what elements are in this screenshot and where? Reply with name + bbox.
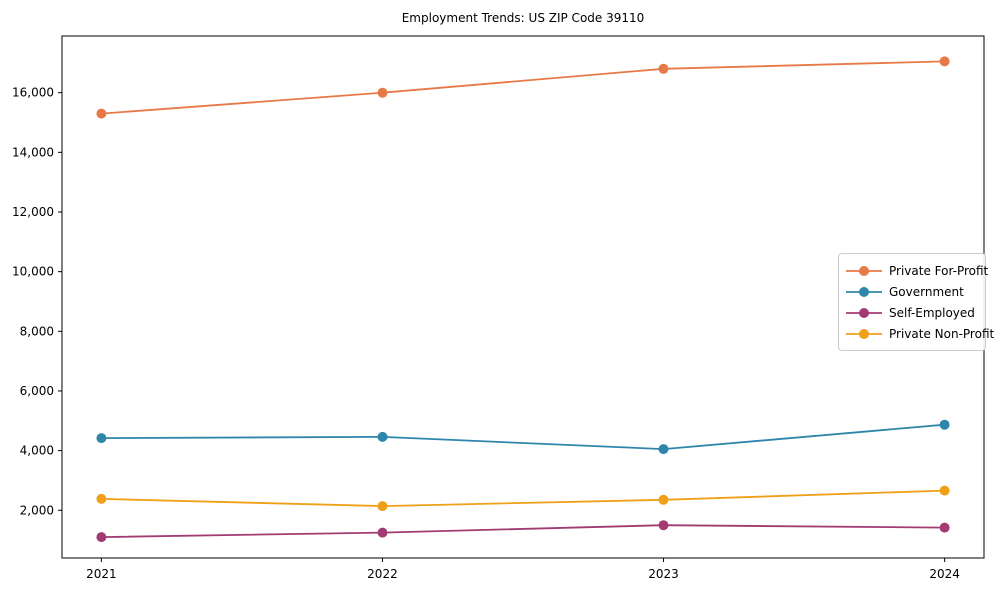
series-line-government bbox=[101, 423, 945, 451]
data-point-self-employed bbox=[658, 520, 669, 531]
x-tick-label: 2023 bbox=[648, 567, 679, 581]
data-point-self-employed bbox=[96, 532, 107, 543]
legend: Private For-Profit Government Self-Employe… bbox=[838, 253, 994, 351]
legend-item-self-employed: Self-Employed bbox=[846, 302, 977, 323]
data-point-private-non-profit bbox=[96, 493, 107, 504]
data-point-private-non-profit bbox=[377, 501, 388, 512]
y-tick-label: 6,000 bbox=[20, 384, 54, 398]
legend-marker-icon bbox=[846, 307, 882, 318]
data-point-private-for-profit bbox=[658, 63, 669, 74]
x-tick-label: 2021 bbox=[86, 567, 117, 581]
y-tick-label: 16,000 bbox=[12, 86, 54, 100]
legend-item-private-non-profit: Private Non-Profit bbox=[846, 323, 994, 344]
data-point-private-non-profit bbox=[658, 494, 669, 505]
y-tick-label: 8,000 bbox=[20, 324, 54, 338]
legend-marker-icon bbox=[846, 286, 882, 297]
y-tick-label: 2,000 bbox=[20, 503, 54, 517]
y-tick-label: 12,000 bbox=[12, 205, 54, 219]
x-tick-label: 2024 bbox=[929, 567, 960, 581]
legend-label: Self-Employed bbox=[889, 305, 975, 320]
data-point-private-for-profit bbox=[96, 108, 107, 119]
data-point-government bbox=[939, 419, 950, 430]
series-line-private-for-profit bbox=[101, 60, 945, 115]
x-tick-label: 2022 bbox=[367, 567, 398, 581]
y-tick-label: 10,000 bbox=[12, 265, 54, 279]
data-point-self-employed bbox=[939, 522, 950, 533]
data-point-private-non-profit bbox=[939, 485, 950, 496]
series-line-private-non-profit bbox=[101, 489, 945, 508]
data-point-private-for-profit bbox=[377, 87, 388, 98]
data-point-private-for-profit bbox=[939, 56, 950, 67]
legend-label: Government bbox=[889, 284, 964, 299]
data-point-self-employed bbox=[377, 527, 388, 538]
data-point-government bbox=[658, 444, 669, 455]
legend-marker-icon bbox=[846, 328, 882, 339]
data-point-government bbox=[96, 433, 107, 444]
chart-title: Employment Trends: US ZIP Code 39110 bbox=[401, 11, 645, 25]
legend-label: Private For-Profit bbox=[889, 263, 989, 278]
series-line-self-employed bbox=[101, 524, 945, 538]
legend-label: Private Non-Profit bbox=[889, 326, 995, 341]
y-tick-label: 14,000 bbox=[12, 145, 54, 159]
y-tick-label: 4,000 bbox=[20, 444, 54, 458]
legend-item-private-for-profit: Private For-Profit bbox=[846, 260, 988, 281]
legend-marker-icon bbox=[846, 265, 882, 276]
legend-item-government: Government bbox=[846, 281, 977, 302]
data-point-government bbox=[377, 431, 388, 442]
